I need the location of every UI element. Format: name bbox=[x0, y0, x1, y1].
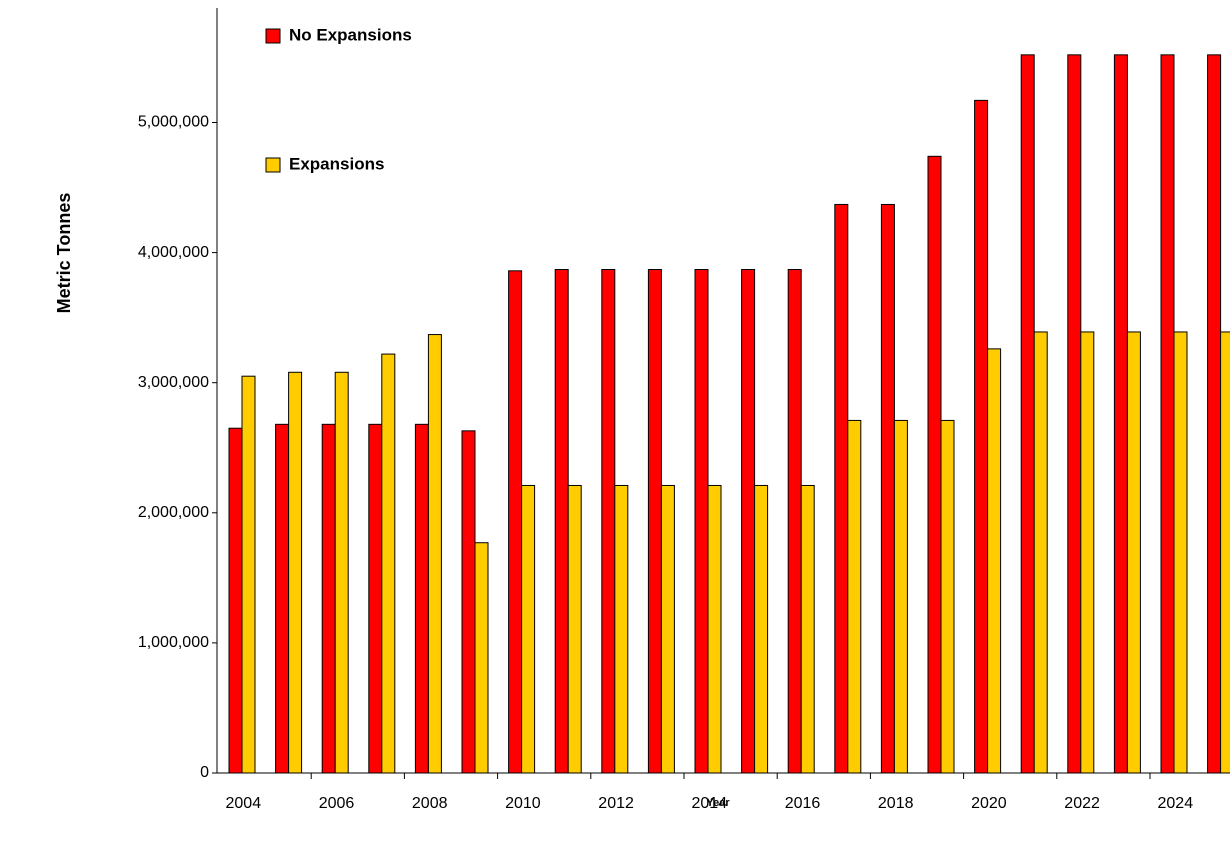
x-tick-label: 2022 bbox=[1064, 795, 1100, 812]
bar bbox=[414, 423, 429, 774]
x-tick-label: 2004 bbox=[226, 795, 262, 812]
bar bbox=[787, 269, 802, 774]
legend-swatch bbox=[265, 28, 281, 44]
bar bbox=[987, 348, 1002, 774]
y-tick-label: 4,000,000 bbox=[138, 244, 209, 261]
x-tick-label: 2008 bbox=[412, 795, 448, 812]
x-tick-label: 2024 bbox=[1158, 795, 1194, 812]
bar bbox=[334, 371, 349, 774]
bar bbox=[228, 427, 243, 774]
bar bbox=[647, 269, 662, 774]
bar bbox=[241, 375, 256, 774]
legend-swatch bbox=[265, 157, 281, 173]
bar bbox=[288, 371, 303, 774]
y-axis-label: Metric Tonnes bbox=[54, 193, 74, 314]
bar bbox=[321, 423, 336, 774]
bar bbox=[754, 484, 769, 774]
y-tick-label: 5,000,000 bbox=[138, 114, 209, 131]
y-tick-label: 3,000,000 bbox=[138, 374, 209, 391]
bar bbox=[275, 423, 290, 774]
bar bbox=[893, 419, 908, 774]
bar bbox=[521, 484, 536, 774]
bar bbox=[1067, 54, 1082, 774]
bar bbox=[800, 484, 815, 774]
bar bbox=[1173, 331, 1188, 774]
y-tick-label: 1,000,000 bbox=[138, 634, 209, 651]
bar bbox=[1033, 331, 1048, 774]
bar bbox=[927, 155, 942, 774]
bar bbox=[707, 484, 722, 774]
x-tick-label: 2016 bbox=[785, 795, 821, 812]
bar bbox=[741, 269, 756, 774]
bar bbox=[1220, 331, 1230, 774]
bar bbox=[427, 334, 442, 774]
bar bbox=[1113, 54, 1128, 774]
bar bbox=[694, 269, 709, 774]
bar bbox=[847, 419, 862, 774]
bar bbox=[1020, 54, 1035, 774]
bar bbox=[1080, 331, 1095, 774]
x-axis-label: Year bbox=[706, 797, 730, 809]
bar bbox=[1126, 331, 1141, 774]
x-tick-label: 2018 bbox=[878, 795, 914, 812]
y-tick-label: 0 bbox=[200, 764, 209, 781]
bar bbox=[554, 269, 569, 774]
bar bbox=[880, 203, 895, 774]
legend-label: Expansions bbox=[289, 154, 384, 173]
bar bbox=[508, 270, 523, 774]
legend-label: No Expansions bbox=[289, 25, 412, 44]
bar bbox=[940, 419, 955, 774]
bar bbox=[834, 203, 849, 774]
bar bbox=[474, 542, 489, 774]
x-tick-label: 2012 bbox=[598, 795, 634, 812]
bar bbox=[567, 484, 582, 774]
bar bbox=[461, 430, 476, 774]
bar bbox=[601, 269, 616, 774]
bar bbox=[1207, 54, 1222, 774]
x-tick-label: 2020 bbox=[971, 795, 1007, 812]
x-tick-label: 2010 bbox=[505, 795, 541, 812]
bar bbox=[368, 423, 383, 774]
bar bbox=[381, 353, 396, 774]
bar bbox=[614, 484, 629, 774]
bar bbox=[974, 99, 989, 774]
x-tick-label: 2006 bbox=[319, 795, 355, 812]
bar bbox=[660, 484, 675, 774]
y-tick-label: 2,000,000 bbox=[138, 504, 209, 521]
x-tick-label: 2014 bbox=[692, 795, 728, 812]
bar bbox=[1160, 54, 1175, 774]
